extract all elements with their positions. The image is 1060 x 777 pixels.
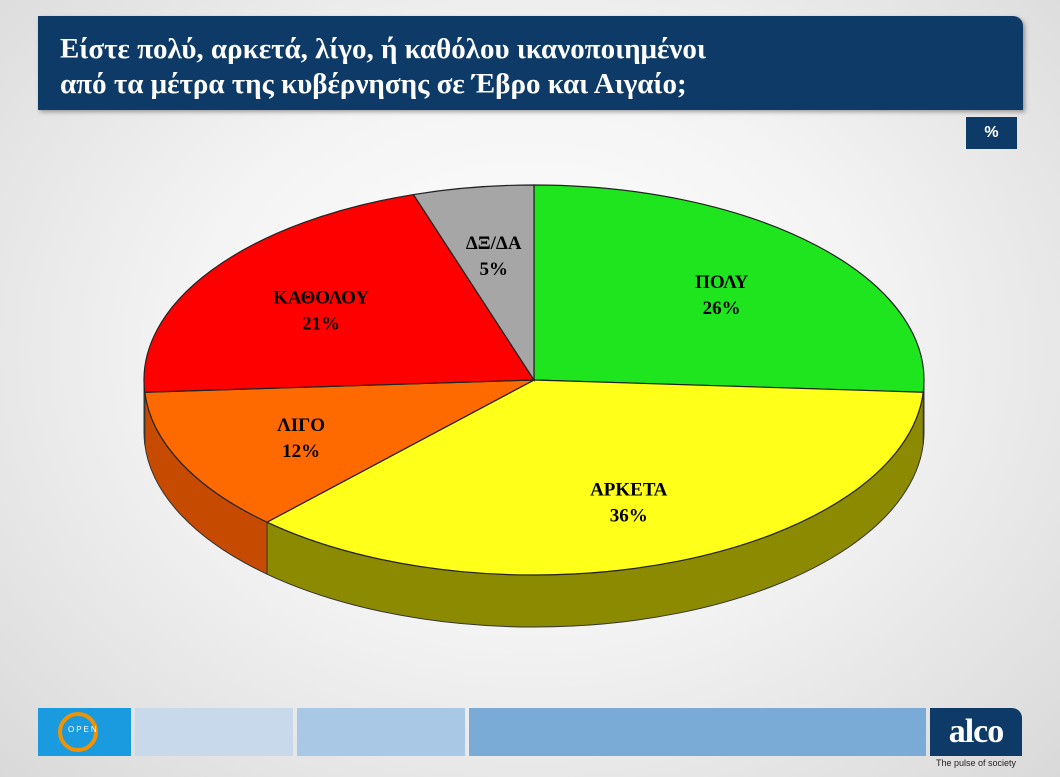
slice-label-ΠΟΛΥ: ΠΟΛΥ	[695, 272, 748, 293]
chart-title-bar: Είστε πολύ, αρκετά, λίγο, ή καθόλου ικαν…	[38, 16, 1023, 110]
slice-value-ΚΑΘΟΛΟΥ: 21%	[302, 314, 340, 335]
footer-bar-segment	[469, 708, 926, 756]
chart-title-line-1: Είστε πολύ, αρκετά, λίγο, ή καθόλου ικαν…	[60, 33, 706, 65]
open-logo-ring-icon	[58, 712, 98, 752]
pie-slice-ΠΟΛΥ	[533, 184, 925, 393]
footer-bar-segment	[297, 708, 465, 756]
alco-logo: alco	[930, 708, 1022, 756]
pie-chart: ΠΟΛΥ 26% ΑΡΚΕΤΑ 36% ΛΙΓΟ 12% ΚΑΘΟΛΟΥ 21% ΔΞ/ΔΑ 5%	[143, 184, 925, 628]
unit-badge: %	[966, 117, 1017, 149]
slice-value-ΛΙΓΟ: 12%	[282, 441, 320, 462]
pie-slice-ΛΙΓΟ	[144, 379, 535, 523]
slice-label-ΚΑΘΟΛΟΥ: ΚΑΘΟΛΟΥ	[273, 288, 369, 309]
slice-value-ΠΟΛΥ: 26%	[703, 298, 741, 319]
slice-label-ΛΙΓΟ: ΛΙΓΟ	[277, 415, 325, 436]
slice-label-ΔΞ/ΔΑ: ΔΞ/ΔΑ	[466, 233, 522, 254]
slice-label-ΑΡΚΕΤΑ: ΑΡΚΕΤΑ	[590, 480, 668, 501]
chart-title-line-2: από τα μέτρα της κυβέρνησης σε Έβρο και …	[60, 68, 687, 100]
slice-value-ΑΡΚΕΤΑ: 36%	[610, 506, 648, 527]
footer-bar-segment	[135, 708, 293, 756]
slice-value-ΔΞ/ΔΑ: 5%	[479, 259, 508, 280]
alco-tagline: The pulse of society	[936, 758, 1017, 768]
pie-slice-ΔΞ/ΔΑ	[412, 184, 535, 383]
open-logo-text: OPEN	[68, 725, 99, 734]
pie-slice-ΑΡΚΕΤΑ	[265, 379, 924, 576]
open-logo: OPEN	[38, 708, 131, 756]
pie-slice-ΚΑΘΟΛΟΥ	[143, 193, 536, 393]
